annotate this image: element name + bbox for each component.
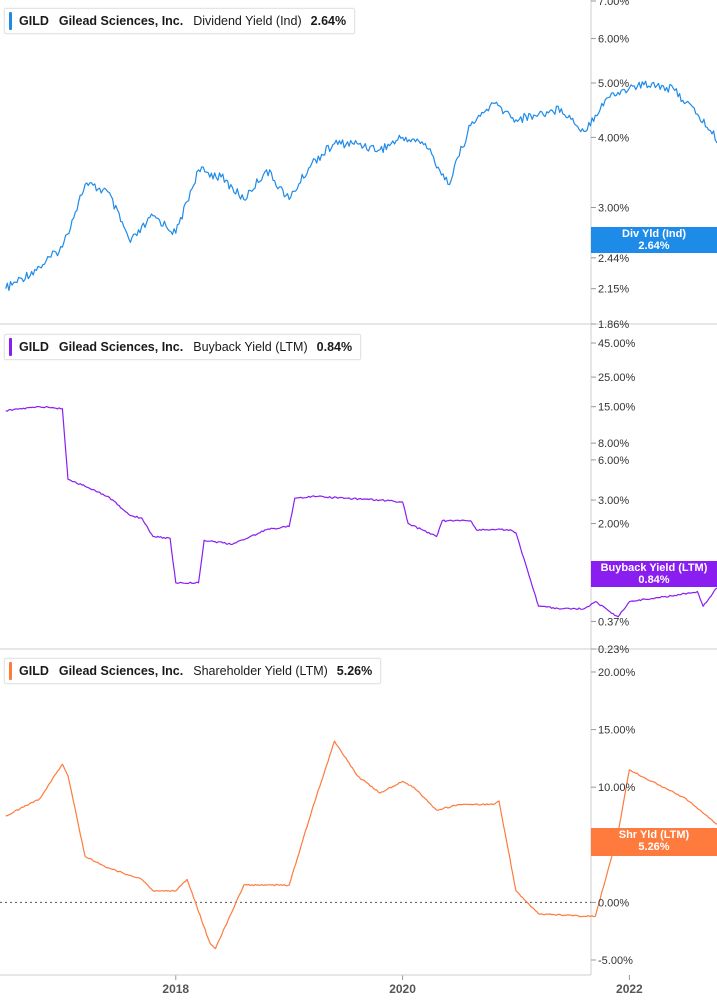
y-tick-label: 6.00% bbox=[598, 455, 629, 467]
legend-ticker: GILD bbox=[19, 14, 49, 28]
tag-value: 0.84% bbox=[638, 574, 670, 586]
last-value-tag-buyback: Buyback Yield (LTM) 0.84% bbox=[591, 561, 717, 587]
last-value-tag-dividend: Div Yld (Ind) 2.64% bbox=[591, 227, 717, 253]
legend-color-swatch bbox=[9, 12, 12, 30]
series-line-buyback bbox=[5, 406, 717, 618]
y-tick-label: 0.37% bbox=[598, 616, 629, 628]
legend-color-swatch bbox=[9, 662, 12, 680]
chart-series-layer bbox=[5, 80, 717, 950]
y-tick-label: 3.00% bbox=[598, 202, 629, 214]
series-line-dividend bbox=[5, 80, 717, 291]
y-tick-label: 8.00% bbox=[598, 438, 629, 450]
y-tick-label: -5.00% bbox=[598, 955, 633, 967]
y-tick-label: 15.00% bbox=[598, 725, 636, 737]
tag-value: 2.64% bbox=[638, 240, 670, 252]
y-tick-label: 2.15% bbox=[598, 284, 629, 296]
last-value-tag-shareholder: Shr Yld (LTM) 5.26% bbox=[591, 828, 717, 856]
x-tick-label: 2022 bbox=[616, 982, 643, 996]
legend-company: Gilead Sciences, Inc. bbox=[58, 340, 184, 354]
y-tick-label: 0.00% bbox=[598, 897, 629, 909]
legend-dividend-yield[interactable]: GILD Gilead Sciences, Inc. Dividend Yiel… bbox=[4, 8, 356, 34]
y-tick-label: 4.00% bbox=[598, 132, 629, 144]
legend-metric: Dividend Yield (Ind) bbox=[193, 14, 302, 28]
y-tick-label: 3.00% bbox=[598, 495, 629, 507]
tag-title: Shr Yld (LTM) bbox=[618, 829, 690, 841]
y-tick-label: 45.00% bbox=[598, 338, 636, 350]
tag-value: 5.26% bbox=[638, 841, 670, 853]
tag-title: Buyback Yield (LTM) bbox=[600, 562, 708, 574]
y-tick-label: 20.00% bbox=[598, 667, 636, 679]
y-tick-label: 7.00% bbox=[598, 0, 629, 8]
y-tick-label: 10.00% bbox=[598, 782, 636, 794]
legend-value: 0.84% bbox=[316, 340, 353, 354]
legend-ticker: GILD bbox=[19, 664, 49, 678]
y-tick-label: 2.00% bbox=[598, 519, 629, 531]
legend-buyback-yield[interactable]: GILD Gilead Sciences, Inc. Buyback Yield… bbox=[4, 334, 362, 360]
series-line-shareholder bbox=[5, 740, 717, 950]
y-tick-label: 2.44% bbox=[598, 253, 629, 265]
legend-company: Gilead Sciences, Inc. bbox=[58, 14, 184, 28]
y-tick-label: 0.23% bbox=[598, 644, 629, 656]
y-tick-label: 25.00% bbox=[598, 372, 636, 384]
legend-metric: Buyback Yield (LTM) bbox=[193, 340, 308, 354]
chart-grid-layer bbox=[0, 0, 717, 975]
legend-value: 2.64% bbox=[310, 14, 347, 28]
legend-color-swatch bbox=[9, 338, 12, 356]
x-tick-label: 2020 bbox=[389, 982, 416, 996]
legend-company: Gilead Sciences, Inc. bbox=[58, 664, 184, 678]
y-tick-label: 1.86% bbox=[598, 319, 629, 331]
legend-shareholder-yield[interactable]: GILD Gilead Sciences, Inc. Shareholder Y… bbox=[4, 658, 382, 684]
tag-title: Div Yld (Ind) bbox=[622, 228, 686, 240]
legend-metric: Shareholder Yield (LTM) bbox=[193, 664, 328, 678]
legend-value: 5.26% bbox=[336, 664, 373, 678]
y-tick-label: 5.00% bbox=[598, 78, 629, 90]
legend-ticker: GILD bbox=[19, 340, 49, 354]
y-tick-label: 15.00% bbox=[598, 402, 636, 414]
x-tick-label: 2018 bbox=[162, 982, 189, 996]
y-tick-label: 6.00% bbox=[598, 34, 629, 46]
